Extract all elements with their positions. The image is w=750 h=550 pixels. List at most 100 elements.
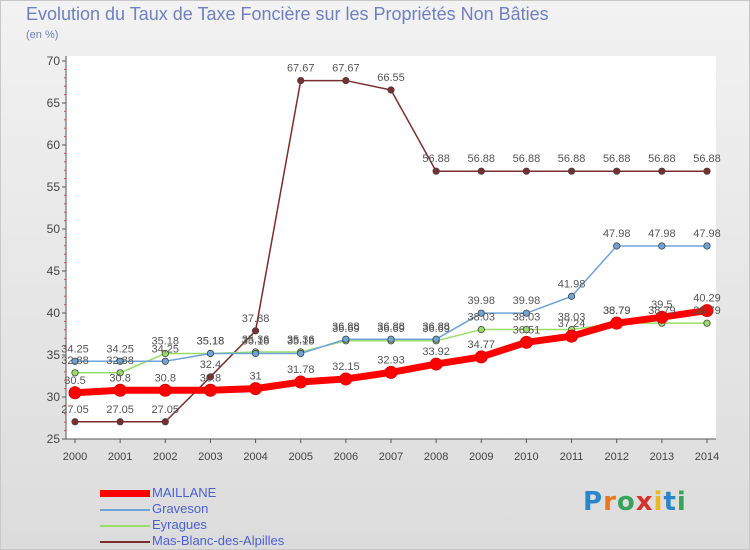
data-point xyxy=(610,316,624,330)
data-point xyxy=(206,373,215,381)
data-label: 47.98 xyxy=(693,228,721,240)
data-point xyxy=(297,76,305,85)
data-point xyxy=(477,325,485,334)
data-label: 37.24 xyxy=(558,318,586,330)
data-label: 27.05 xyxy=(61,404,89,416)
data-label: 34.25 xyxy=(152,343,180,355)
data-point xyxy=(384,365,398,379)
data-point xyxy=(339,372,353,386)
data-point xyxy=(113,383,127,397)
data-point xyxy=(116,357,124,365)
data-label: 40.29 xyxy=(693,293,721,305)
legend-swatch xyxy=(100,525,150,527)
data-label: 56.88 xyxy=(558,153,586,165)
data-point xyxy=(116,418,124,426)
logo-letter: t xyxy=(663,487,677,517)
legend-swatch xyxy=(100,509,150,511)
data-label: 35.36 xyxy=(287,334,315,346)
y-tick-label: 30 xyxy=(47,390,61,404)
data-point xyxy=(158,383,172,397)
data-label: 39.98 xyxy=(468,295,496,307)
data-point xyxy=(613,242,621,250)
data-label: 30.8 xyxy=(200,372,221,384)
data-point xyxy=(68,386,82,400)
x-tick-label: 2000 xyxy=(63,451,87,463)
data-label: 36.69 xyxy=(332,323,360,335)
data-point xyxy=(71,357,79,365)
data-point xyxy=(71,369,79,377)
x-tick-label: 2001 xyxy=(108,451,132,463)
data-point xyxy=(565,329,579,343)
x-tick-label: 2005 xyxy=(288,451,312,463)
data-label: 38.03 xyxy=(558,312,586,324)
logo-letter: r xyxy=(603,487,617,517)
logo-letter: o xyxy=(616,487,636,517)
data-label: 39.5 xyxy=(651,299,672,311)
data-point xyxy=(387,335,395,343)
data-point xyxy=(477,167,485,175)
data-point xyxy=(161,357,169,365)
data-label: 36.88 xyxy=(332,321,360,333)
data-label: 30.5 xyxy=(64,375,85,387)
legend-swatch xyxy=(100,490,150,497)
data-label: 34.25 xyxy=(61,343,89,355)
data-point xyxy=(474,350,488,364)
x-tick-label: 2002 xyxy=(153,451,177,463)
x-tick-label: 2010 xyxy=(514,451,538,463)
data-label: 27.05 xyxy=(152,404,180,416)
data-label: 35.18 xyxy=(197,335,225,347)
data-point xyxy=(700,304,714,318)
data-label: 36.88 xyxy=(377,321,405,333)
legend-label: Eyragues xyxy=(152,517,207,532)
data-label: 32.93 xyxy=(377,354,405,366)
data-label: 32.88 xyxy=(61,355,89,367)
data-label: 67.67 xyxy=(332,63,360,75)
data-label: 32.15 xyxy=(332,361,360,373)
chart-title: Evolution du Taux de Taxe Foncière sur l… xyxy=(26,4,549,24)
logo-letter: x xyxy=(635,487,654,517)
data-point xyxy=(161,418,169,426)
chart-subtitle: (en %) xyxy=(26,29,59,41)
data-label: 35.18 xyxy=(152,335,180,347)
data-point xyxy=(429,357,443,371)
y-tick-label: 55 xyxy=(47,180,61,194)
data-point xyxy=(294,375,308,389)
data-point xyxy=(116,369,124,377)
data-point xyxy=(251,327,260,335)
data-point xyxy=(206,349,215,358)
y-tick-label: 50 xyxy=(47,222,61,236)
data-point xyxy=(522,309,531,317)
data-point xyxy=(161,349,169,358)
data-label: 47.98 xyxy=(603,228,631,240)
data-label: 39.98 xyxy=(513,295,541,307)
data-point xyxy=(477,309,485,317)
data-label: 31 xyxy=(249,371,261,383)
data-point xyxy=(249,382,263,396)
data-label: 36.69 xyxy=(422,323,450,335)
legend-label: Graveson xyxy=(152,501,209,516)
data-point xyxy=(658,242,666,250)
y-tick-label: 70 xyxy=(47,54,61,68)
data-label: 34.25 xyxy=(106,343,134,355)
data-label: 56.88 xyxy=(468,153,496,165)
data-label: 56.88 xyxy=(422,153,450,165)
data-label: 36.51 xyxy=(513,324,541,336)
x-tick-label: 2008 xyxy=(424,451,448,463)
x-tick-label: 2004 xyxy=(243,451,267,463)
data-label: 35.18 xyxy=(242,335,270,347)
x-tick-label: 2013 xyxy=(650,451,674,463)
data-point xyxy=(432,167,440,175)
y-tick-label: 60 xyxy=(47,138,61,152)
data-label: 38.03 xyxy=(468,312,496,324)
data-point xyxy=(613,167,621,175)
data-label: 35.18 xyxy=(197,335,225,347)
y-tick-label: 45 xyxy=(47,264,61,278)
logo-letter: i xyxy=(676,487,687,517)
data-label: 35.36 xyxy=(242,334,270,346)
data-point xyxy=(251,349,260,358)
data-point xyxy=(522,325,531,334)
data-label: 66.55 xyxy=(377,72,405,84)
data-point xyxy=(655,310,669,324)
data-point xyxy=(519,335,533,349)
data-point xyxy=(567,292,576,300)
